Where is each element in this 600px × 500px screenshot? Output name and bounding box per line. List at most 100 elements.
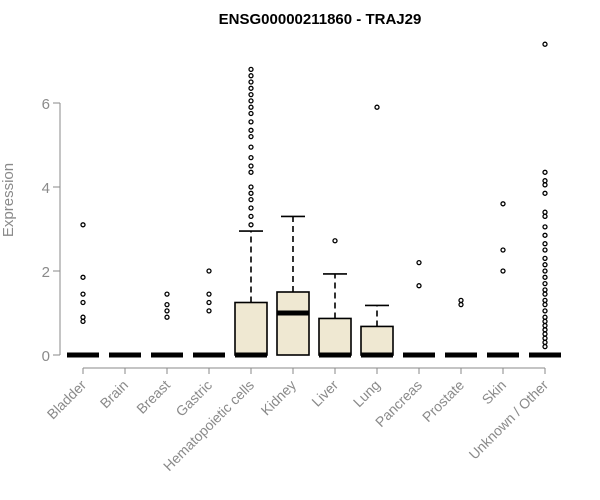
chart-title: ENSG00000211860 - TRAJ29 [219, 11, 422, 28]
x-tick-label: Liver [308, 377, 341, 410]
outlier-point [164, 314, 170, 320]
y-axis: 0 2 4 6 [42, 96, 61, 365]
outlier-point [164, 308, 170, 314]
outlier-point [206, 308, 212, 314]
outlier-point [248, 169, 254, 175]
box-group [529, 41, 561, 358]
outlier-point [458, 301, 464, 308]
outlier-point [542, 327, 548, 333]
outlier-point [500, 201, 506, 207]
outlier-point [248, 85, 254, 91]
outlier-point [248, 66, 254, 73]
outlier-point [542, 287, 548, 293]
outlier-point [248, 222, 254, 228]
outlier-point [542, 241, 548, 247]
outlier-point [374, 104, 380, 110]
outlier-point [248, 73, 254, 79]
outlier-point [248, 196, 254, 203]
outlier-point [248, 127, 254, 133]
box-group [318, 238, 352, 358]
x-tick-label: Prostate [419, 377, 467, 425]
outlier-point [416, 283, 422, 289]
outlier-point [542, 301, 548, 308]
outlier-point [542, 209, 548, 215]
box [318, 317, 352, 356]
outlier-point [206, 299, 212, 306]
y-tick-label: 4 [42, 180, 50, 197]
outlier-point [80, 299, 86, 306]
outlier-point [542, 322, 548, 329]
outlier-point [206, 268, 212, 274]
outlier-point [542, 335, 548, 341]
outlier-point [248, 154, 254, 161]
outlier-point [164, 301, 170, 308]
outlier-point [542, 318, 548, 325]
box-group [193, 268, 225, 358]
outlier-point [206, 291, 212, 297]
outlier-point [542, 331, 548, 337]
outlier-point [542, 232, 548, 238]
outlier-point [458, 297, 464, 304]
outlier-point [500, 268, 506, 274]
x-tick-label: Brain [97, 377, 131, 411]
outlier-point [248, 98, 254, 104]
outlier-point [542, 247, 548, 253]
box-group [360, 104, 394, 358]
outlier-point [542, 178, 548, 184]
box-group [151, 291, 183, 358]
outlier-point [248, 190, 254, 196]
box [360, 325, 394, 356]
x-tick-label: Skin [479, 377, 510, 408]
y-axis-label: Expression [0, 163, 17, 237]
outlier-point [248, 110, 254, 117]
outlier-point [248, 163, 254, 169]
outlier-point [248, 213, 254, 220]
box [276, 291, 310, 356]
outlier-point [542, 41, 548, 47]
outlier-point [542, 314, 548, 320]
box-group [403, 259, 435, 358]
outlier-point [542, 291, 548, 297]
outlier-point [542, 297, 548, 304]
outlier-point [248, 104, 254, 110]
outlier-point [542, 255, 548, 262]
outlier-point [542, 262, 548, 268]
x-tick-label: Breast [133, 377, 173, 417]
x-tick-label: Unknown / Other [466, 377, 552, 463]
outlier-point [542, 224, 548, 230]
outlier-point [332, 238, 338, 244]
outlier-point [248, 79, 254, 85]
outlier-point [80, 318, 86, 325]
outlier-point [542, 308, 548, 314]
y-tick-label: 6 [42, 96, 50, 113]
box-group [234, 66, 268, 358]
outlier-point [80, 274, 86, 280]
box-group [67, 222, 99, 358]
x-tick-label: Bladder [44, 377, 90, 423]
outlier-point [500, 247, 506, 253]
outlier-point [542, 343, 548, 350]
outlier-point [542, 169, 548, 175]
outlier-point [80, 314, 86, 320]
outlier-point [248, 184, 254, 190]
outlier-point [248, 205, 254, 211]
outlier-point [542, 182, 548, 188]
outlier-point [542, 213, 548, 220]
outlier-point [542, 268, 548, 274]
outlier-point [542, 339, 548, 346]
outlier-point [542, 280, 548, 287]
y-tick-label: 0 [42, 348, 50, 365]
box-group [276, 215, 310, 356]
outlier-point [80, 291, 86, 297]
outlier-point [248, 91, 254, 98]
box-group [487, 201, 519, 358]
box-group [445, 297, 477, 358]
x-tick-label: Lung [350, 377, 383, 410]
outlier-point [248, 144, 254, 150]
outlier-point [164, 291, 170, 297]
y-tick-label: 2 [42, 264, 50, 281]
x-tick-label: Kidney [258, 377, 300, 419]
outlier-point [542, 274, 548, 280]
outlier-point [416, 259, 422, 266]
outlier-point [80, 222, 86, 228]
